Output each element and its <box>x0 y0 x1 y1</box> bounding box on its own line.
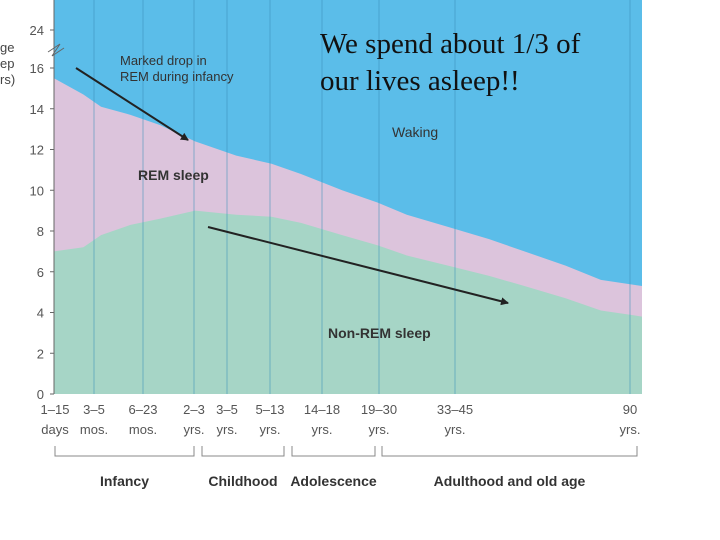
x-tick-label-bottom: yrs. <box>445 422 466 437</box>
annotations: Marked drop in REM during infancy Waking… <box>75 53 509 341</box>
age-group-bracket <box>381 446 638 457</box>
age-group-label: Adulthood and old age <box>434 473 586 489</box>
age-group-bracket <box>54 446 195 457</box>
area-non-rem-sleep <box>54 210 642 394</box>
x-tick-label-top: 5–13 <box>256 402 285 417</box>
axis-break <box>47 43 65 57</box>
age-group-label: Childhood <box>208 473 277 489</box>
axes: 0246810121416241–15days3–5mos.6–23mos.2–… <box>30 0 641 437</box>
age-group-bracket <box>291 446 376 457</box>
y-tick-label: 4 <box>37 306 44 321</box>
annotation-marked-drop-line-1: Marked drop in <box>120 53 207 68</box>
annotation-waking: Waking <box>392 124 438 140</box>
x-tick-label-bottom: yrs. <box>217 422 238 437</box>
x-tick-label-bottom: yrs. <box>312 422 333 437</box>
annotation-non-rem: Non-REM sleep <box>328 325 431 341</box>
y-tick-label: 24 <box>30 23 44 38</box>
y-tick-label: 2 <box>37 346 44 361</box>
y-axis-label-fragment: ge ep rs) <box>0 40 16 87</box>
y-tick-label: 6 <box>37 265 44 280</box>
y-tick-label: 12 <box>30 143 44 158</box>
y-tick-label: 16 <box>30 61 44 76</box>
x-tick-label-bottom: mos. <box>129 422 157 437</box>
annotation-marked-drop: Marked drop in REM during infancy <box>120 53 234 84</box>
x-tick-label-bottom: yrs. <box>184 422 205 437</box>
x-tick-label-bottom: yrs. <box>260 422 281 437</box>
x-tick-label-top: 3–5 <box>83 402 105 417</box>
x-tick-label-bottom: days <box>41 422 69 437</box>
arrow-non-rem-trend <box>207 226 509 306</box>
arrow-rem-drop <box>75 67 189 141</box>
x-tick-label-top: 33–45 <box>437 402 473 417</box>
x-tick-label-top: 3–5 <box>216 402 238 417</box>
age-group-label: Infancy <box>100 473 149 489</box>
y-tick-label: 14 <box>30 102 44 117</box>
annotation-rem: REM sleep <box>138 167 209 183</box>
plot-area <box>54 0 642 394</box>
age-groups: Infancy Childhood Adolescence Adulthood and… <box>54 446 638 489</box>
age-group-bracket <box>201 446 285 457</box>
x-tick-label-bottom: yrs. <box>369 422 390 437</box>
y-tick-label: 10 <box>30 183 44 198</box>
y-tick-label: 0 <box>37 387 44 402</box>
x-tick-label-top: 14–18 <box>304 402 340 417</box>
x-tick-label-top: 19–30 <box>361 402 397 417</box>
x-tick-label-bottom: yrs. <box>620 422 641 437</box>
x-tick-label-top: 1–15 <box>41 402 70 417</box>
x-tick-label-top: 6–23 <box>129 402 158 417</box>
x-tick-label-top: 2–3 <box>183 402 205 417</box>
x-tick-label-top: 90 <box>623 402 637 417</box>
overlay-caption: We spend about 1/3 of our lives asleep!! <box>320 28 581 97</box>
x-tick-label-bottom: mos. <box>80 422 108 437</box>
annotation-marked-drop-line-2: REM during infancy <box>120 69 234 84</box>
y-tick-label: 8 <box>37 224 44 239</box>
age-group-label: Adolescence <box>290 473 377 489</box>
